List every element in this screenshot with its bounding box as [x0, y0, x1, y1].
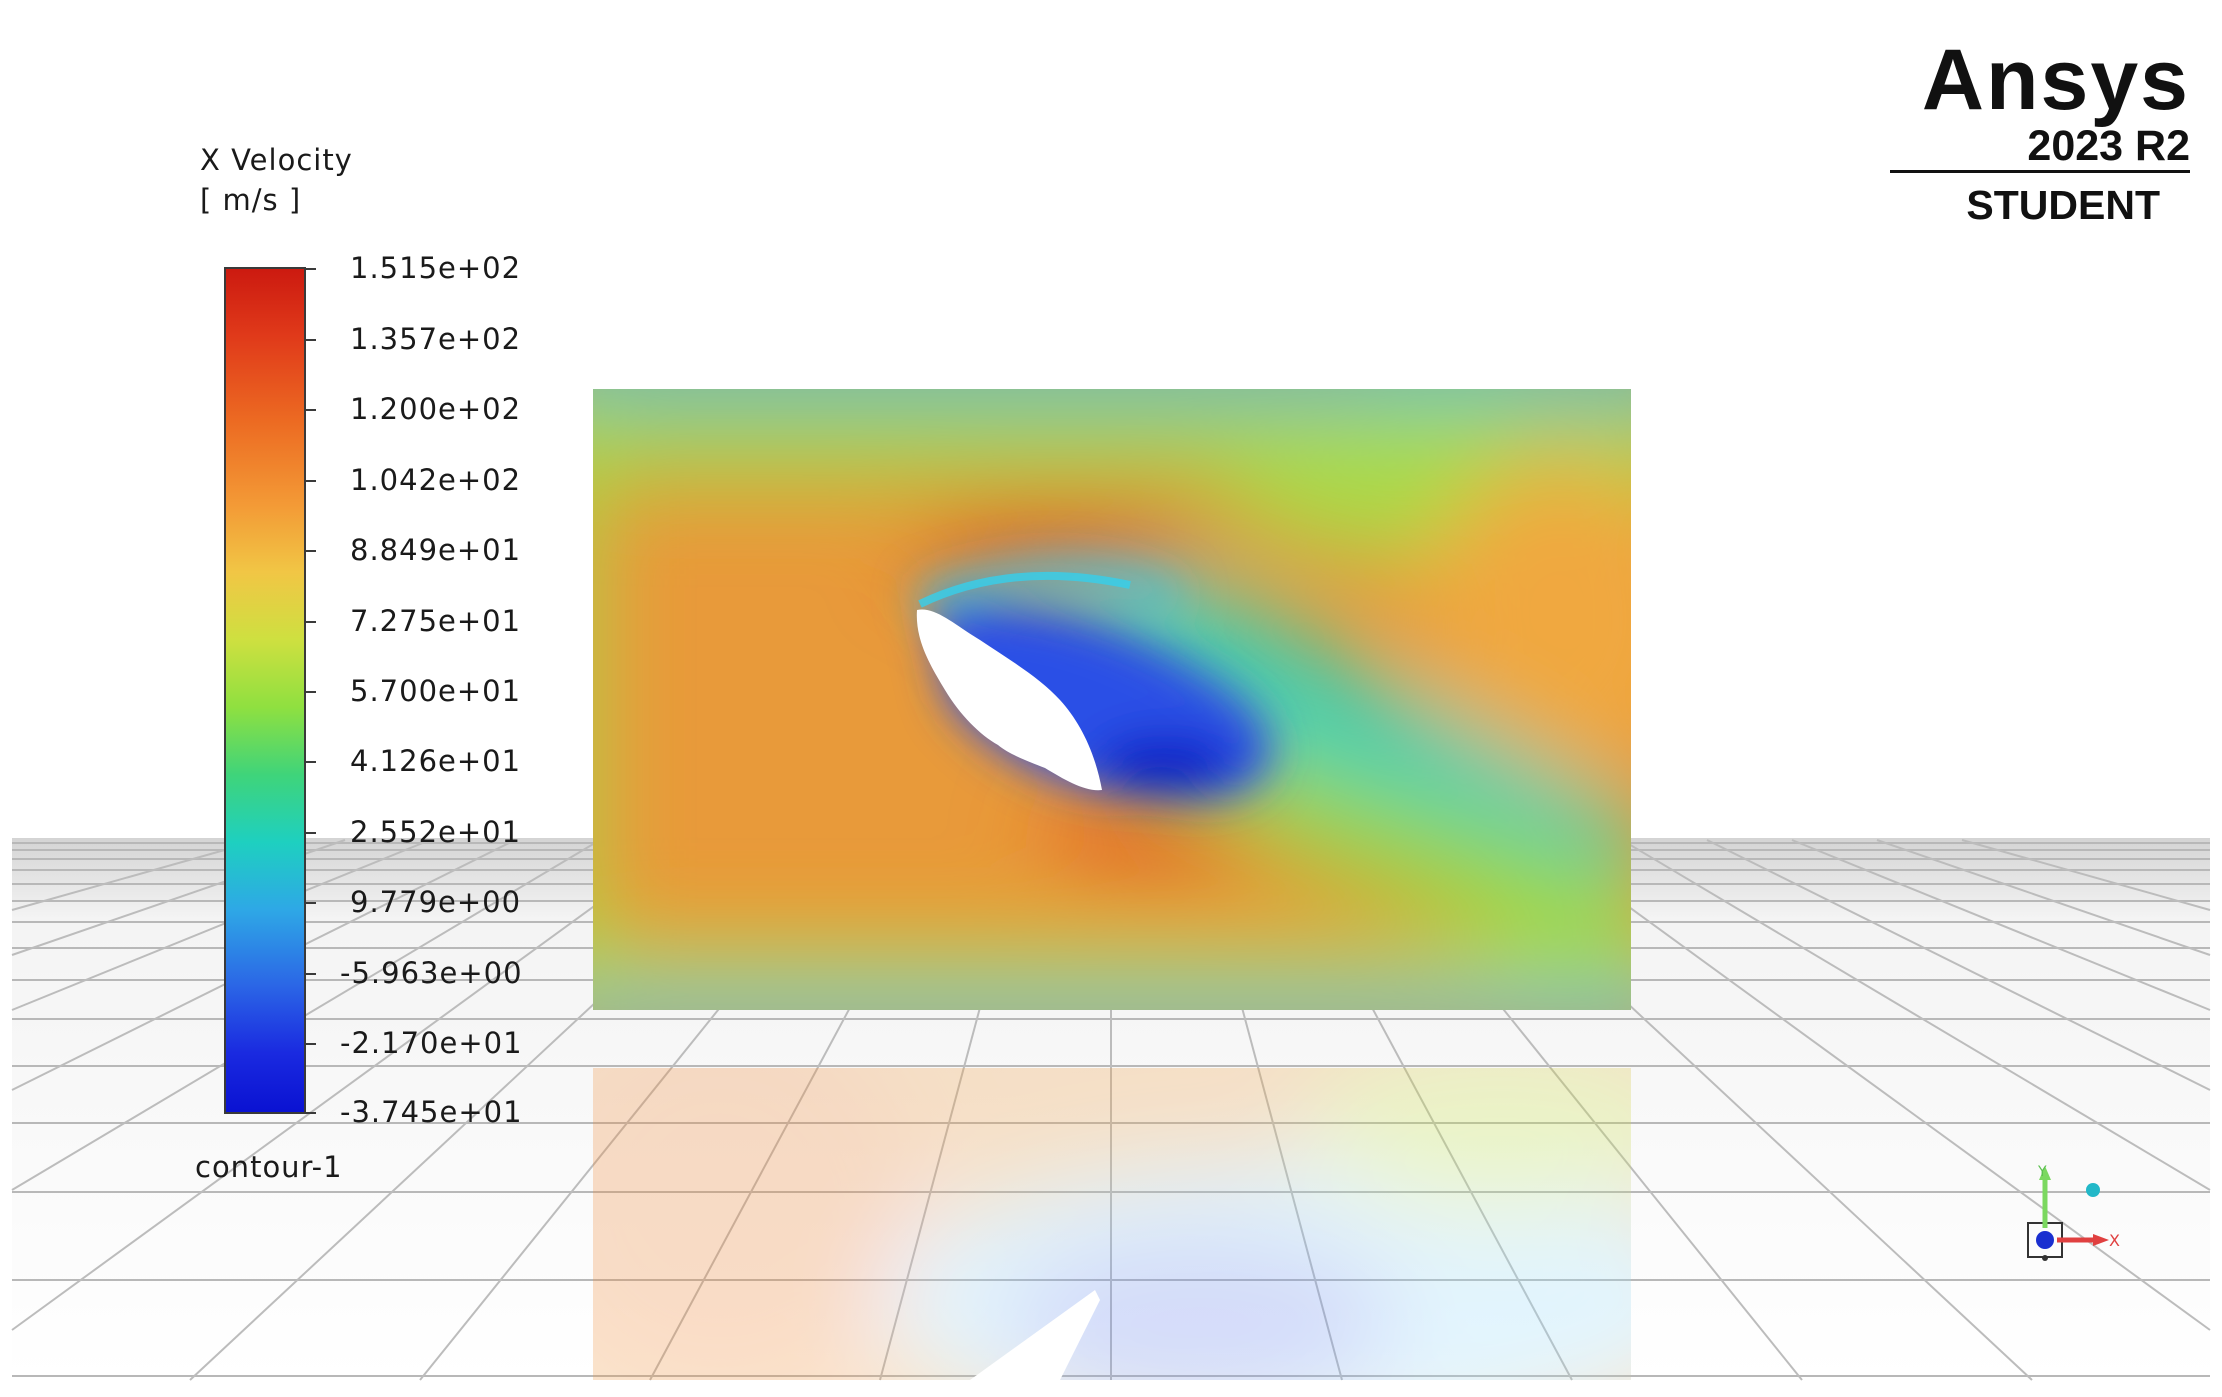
logo-edition: STUDENT [1966, 182, 2160, 228]
colormap-tick-label: 5.700e+01 [350, 674, 522, 708]
colormap-tick-label: 2.552e+01 [350, 815, 522, 849]
colormap-tick-label: -5.963e+00 [340, 956, 523, 990]
ansys-logo: Ansys 2023 R2 STUDENT [1880, 30, 2200, 230]
logo-brand: Ansys [1921, 32, 2190, 128]
colormap-tick [306, 832, 316, 834]
colormap-tick-label: 7.275e+01 [350, 604, 522, 638]
legend-contour-name: contour-1 [195, 1150, 343, 1184]
light-source-icon [2086, 1183, 2100, 1197]
colormap-tick [306, 761, 316, 763]
legend-unit: [ m/s ] [200, 183, 302, 217]
colormap-tick [306, 621, 316, 623]
colormap-tick-label: -2.170e+01 [340, 1026, 523, 1060]
axis-triad-icon[interactable]: Y X [2005, 1160, 2135, 1280]
colormap-tick [306, 268, 316, 270]
plane-reflection [593, 1068, 1631, 1380]
colormap-tick-label: 1.042e+02 [350, 463, 522, 497]
colormap-tick [306, 691, 316, 693]
colormap-tick-label: 1.200e+02 [350, 392, 522, 426]
logo-version: 2023 R2 [2027, 122, 2190, 170]
triad-y-label: Y [2037, 1164, 2047, 1180]
colormap-bar [224, 267, 306, 1114]
airfoil-body [916, 609, 1102, 791]
colormap-tick [306, 902, 316, 904]
legend-variable: X Velocity [200, 143, 353, 177]
triad-x-label: X [2109, 1231, 2120, 1250]
colormap-tick [306, 550, 316, 552]
legend-title: X Velocity [ m/s ] [200, 140, 353, 220]
colormap-tick-label: -3.745e+01 [340, 1095, 523, 1129]
colormap-tick-label: 9.779e+00 [350, 885, 522, 919]
logo-divider [1890, 170, 2190, 173]
colormap-tick [306, 1043, 316, 1045]
contour-plane [593, 389, 1631, 1010]
colormap-tick-label: 4.126e+01 [350, 744, 522, 778]
colormap-tick-label: 1.357e+02 [350, 322, 522, 356]
colormap-tick [306, 1112, 316, 1114]
colormap-tick-label: 1.515e+02 [350, 251, 522, 285]
airfoil-reflection [970, 1290, 1100, 1380]
colormap-tick [306, 339, 316, 341]
colormap-tick [306, 409, 316, 411]
colormap-tick [306, 480, 316, 482]
colormap-tick [306, 973, 316, 975]
colormap-tick-label: 8.849e+01 [350, 533, 522, 567]
